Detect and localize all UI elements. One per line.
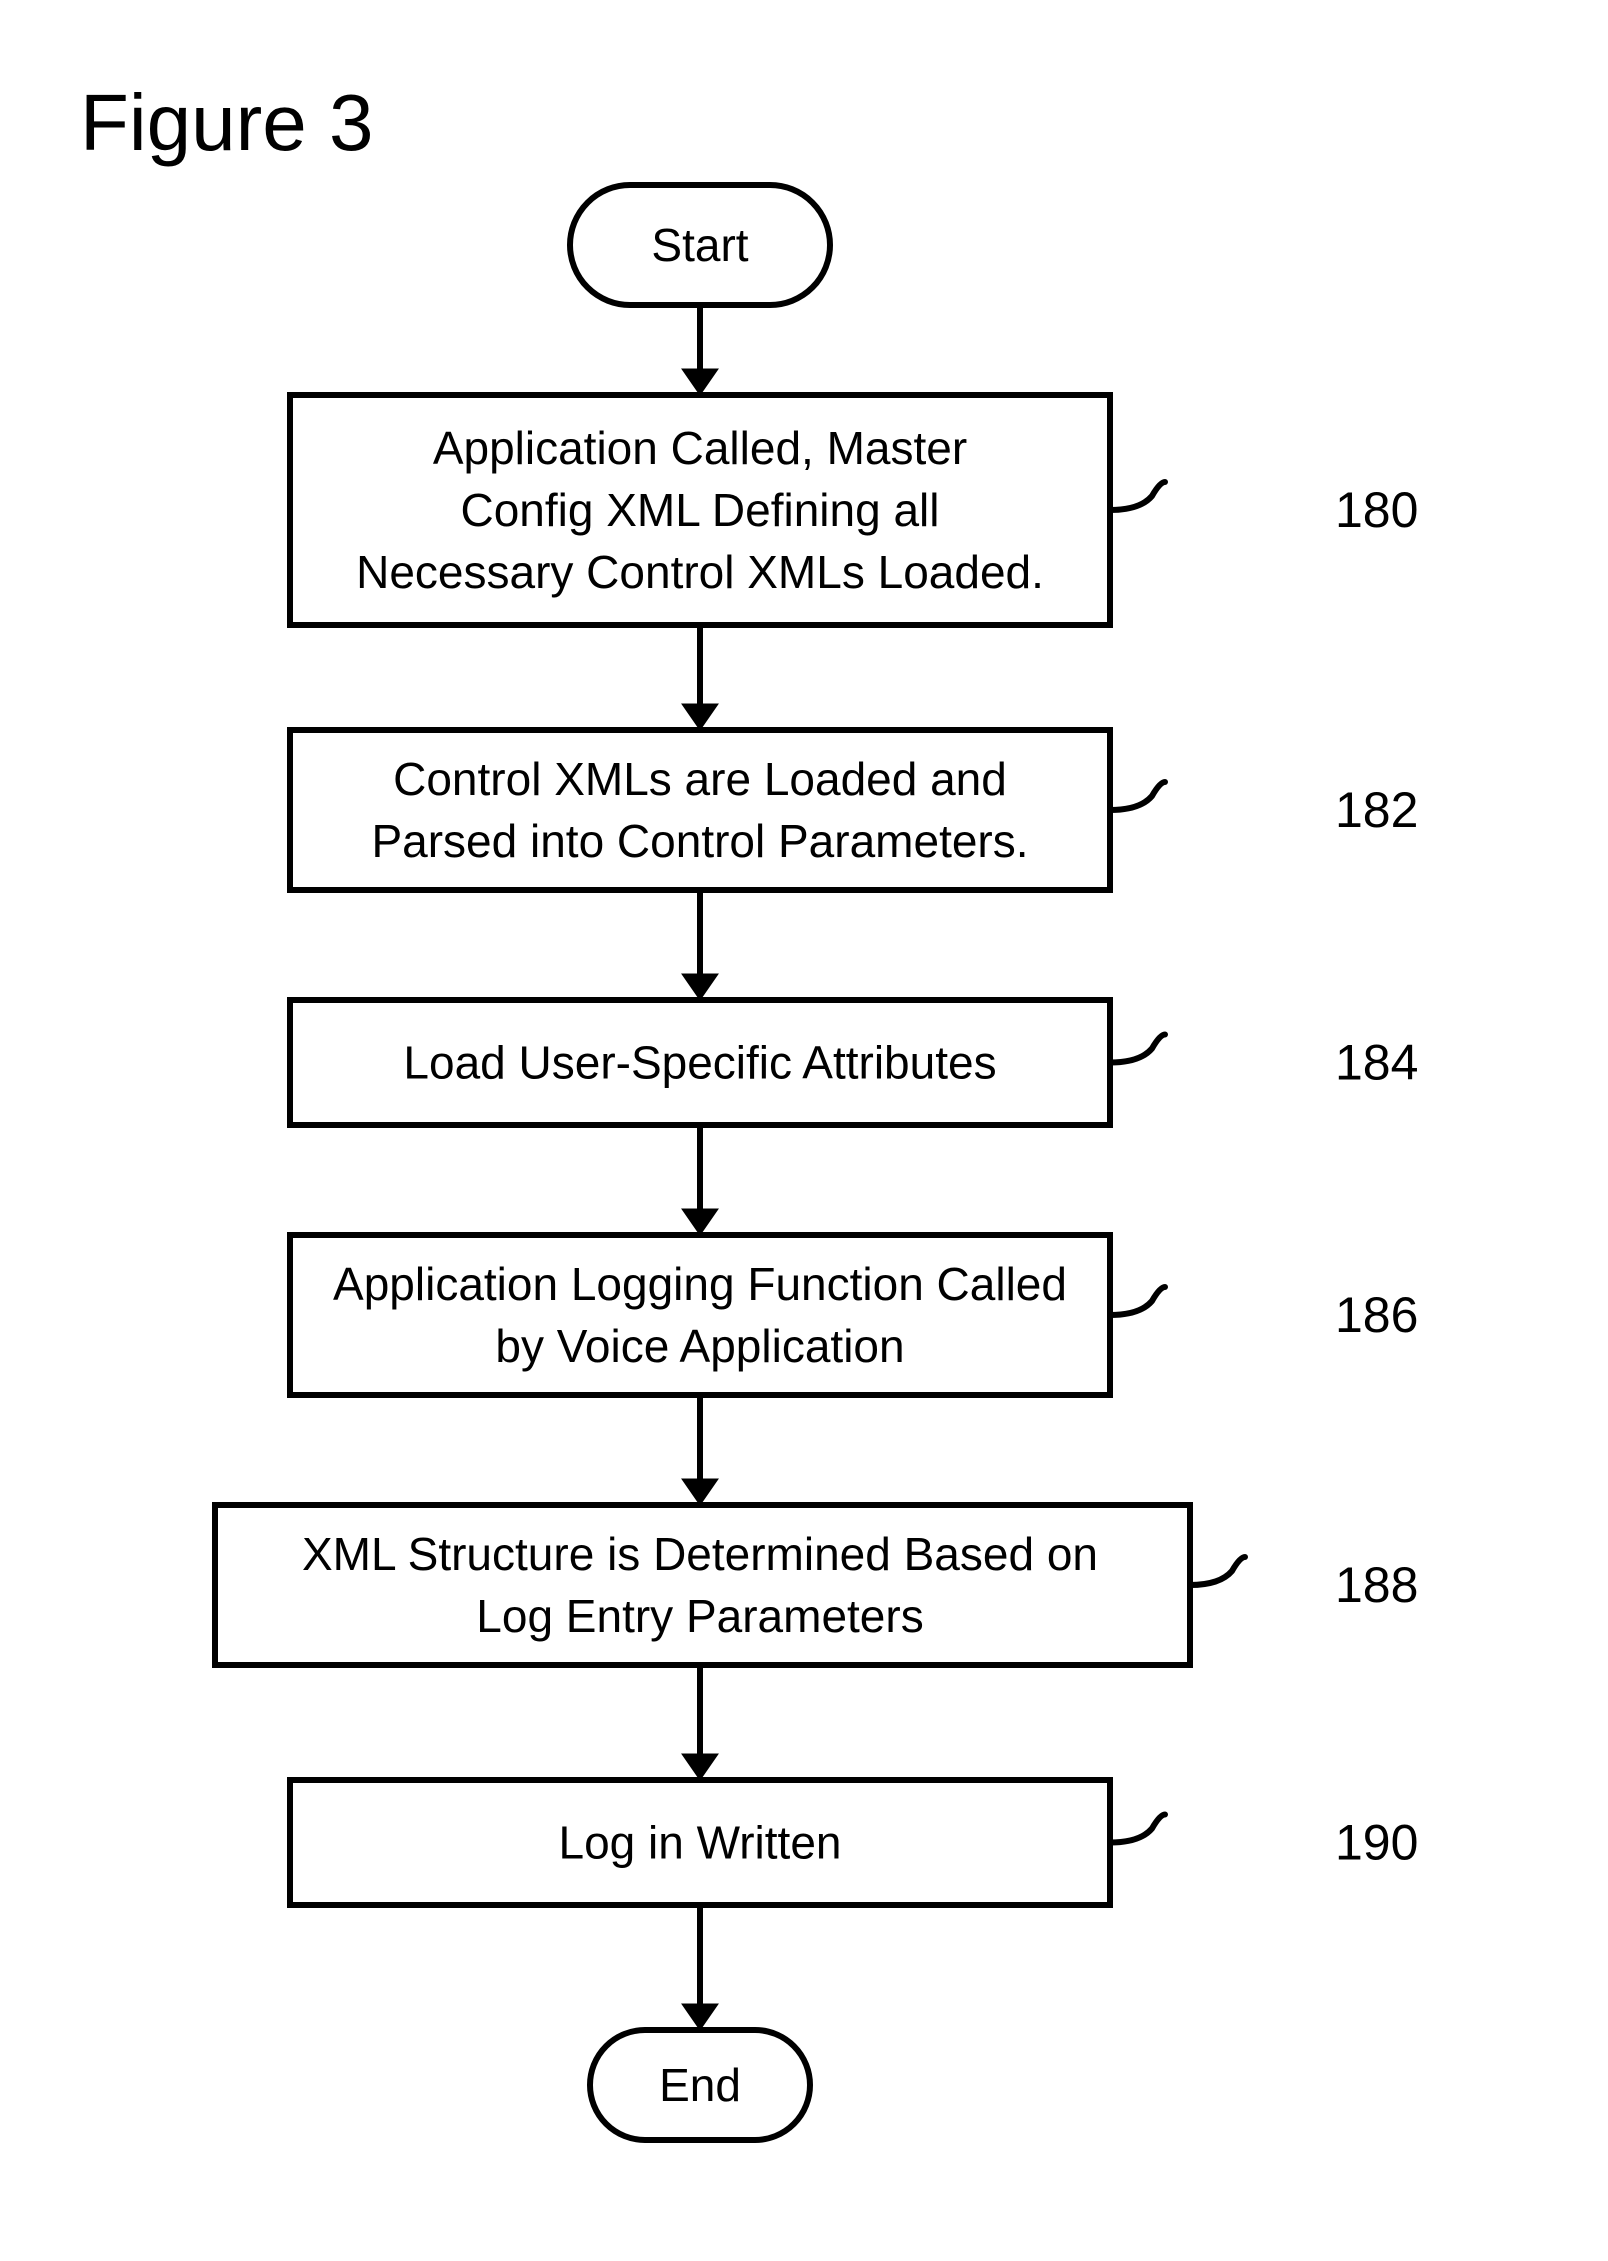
start-terminal-label: Start	[651, 219, 748, 271]
arrow-head	[682, 369, 718, 395]
ref-label-184: 184	[1335, 1035, 1418, 1091]
process-text-180-line1: Config XML Defining all	[461, 484, 940, 536]
arrow-head	[682, 2004, 718, 2030]
process-text-182-line1: Parsed into Control Parameters.	[371, 815, 1028, 867]
ref-label-186: 186	[1335, 1287, 1418, 1343]
process-text-180-line2: Necessary Control XMLs Loaded.	[356, 546, 1044, 598]
process-text-184-line0: Load User-Specific Attributes	[403, 1037, 996, 1089]
arrow-head	[682, 974, 718, 1000]
ref-label-188: 188	[1335, 1557, 1418, 1613]
ref-label-190: 190	[1335, 1815, 1418, 1871]
ref-label-182: 182	[1335, 782, 1418, 838]
leader-186	[1110, 1287, 1165, 1315]
leader-190	[1110, 1815, 1165, 1843]
leader-180	[1110, 482, 1165, 510]
process-text-186-line1: by Voice Application	[495, 1320, 904, 1372]
leader-188	[1190, 1557, 1245, 1585]
process-text-182-line0: Control XMLs are Loaded and	[393, 753, 1007, 805]
process-text-190-line0: Log in Written	[559, 1817, 842, 1869]
arrow-head	[682, 1209, 718, 1235]
figure-title: Figure 3	[80, 78, 373, 167]
arrow-head	[682, 1754, 718, 1780]
leader-182	[1110, 782, 1165, 810]
ref-label-180: 180	[1335, 482, 1418, 538]
process-text-180-line0: Application Called, Master	[433, 422, 967, 474]
process-text-188-line0: XML Structure is Determined Based on	[302, 1528, 1098, 1580]
leader-184	[1110, 1035, 1165, 1063]
process-text-186-line0: Application Logging Function Called	[333, 1258, 1067, 1310]
end-terminal-label: End	[659, 2059, 741, 2111]
flowchart-diagram: Figure 3 Start End Application Called, Mast…	[0, 0, 1608, 2261]
arrow-head	[682, 1479, 718, 1505]
process-text-188-line1: Log Entry Parameters	[476, 1590, 923, 1642]
arrow-head	[682, 704, 718, 730]
